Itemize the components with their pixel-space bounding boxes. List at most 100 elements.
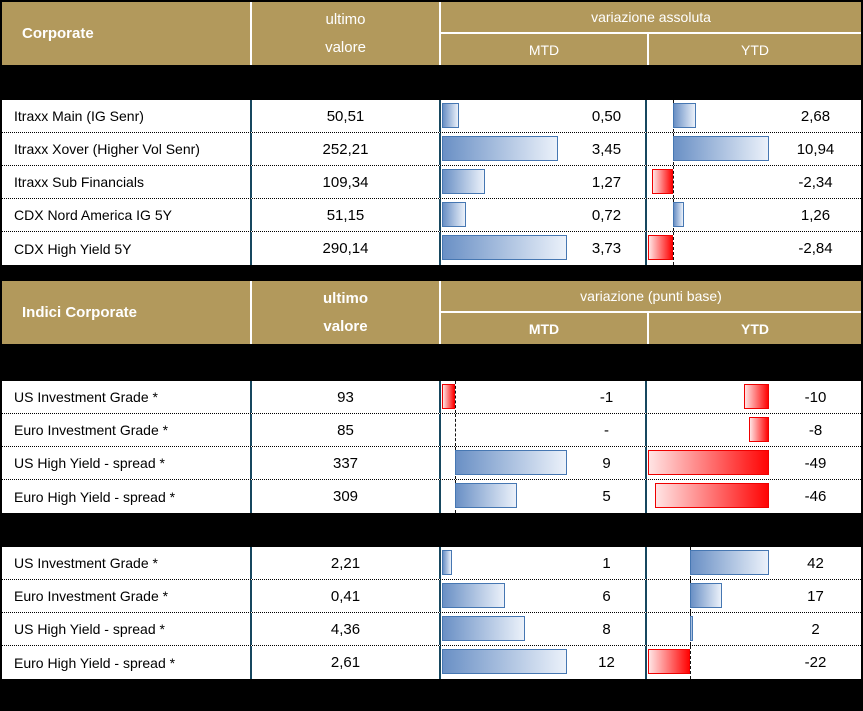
table-row: Euro Investment Grade * 85 - -8 — [2, 414, 861, 447]
table1-title: Corporate — [2, 2, 252, 65]
positive-data-bar — [442, 550, 453, 575]
instrument-label: Euro Investment Grade * — [2, 414, 252, 446]
ytd-value: 2 — [811, 620, 820, 638]
table1-variation-header: variazione assoluta MTD YTD — [441, 2, 861, 65]
table-row: Euro High Yield - spread * 309 5 -46 — [2, 480, 861, 513]
instrument-label: US High Yield - spread * — [2, 613, 252, 645]
mtd-value: 3,45 — [591, 140, 622, 158]
table3-body: US Investment Grade * 2,21 1 42 Euro Investm… — [2, 546, 861, 680]
ytd-value: 1,26 — [800, 206, 831, 224]
last-value: 109,34 — [252, 166, 441, 198]
ytd-value: 42 — [807, 554, 824, 572]
mtd-cell: 9 — [441, 447, 647, 479]
mtd-value: 0,72 — [591, 206, 622, 224]
mtd-cell: 0,72 — [441, 199, 647, 231]
instrument-label: Euro High Yield - spread * — [2, 480, 252, 513]
mtd-value: 5 — [602, 488, 611, 505]
zero-axis-line — [454, 381, 456, 413]
table1-header: Corporate ultimo valore variazione assol… — [2, 2, 861, 65]
valore-label: valore — [323, 318, 368, 335]
ytd-value: 17 — [807, 587, 824, 605]
valore-label: valore — [325, 39, 366, 56]
negative-data-bar — [648, 450, 769, 475]
last-value: 0,41 — [252, 580, 441, 612]
positive-data-bar — [672, 202, 684, 227]
table-row: US Investment Grade * 2,21 1 42 — [2, 547, 861, 580]
instrument-label: Itraxx Xover (Higher Vol Senr) — [2, 133, 252, 165]
negative-data-bar — [648, 649, 690, 674]
negative-data-bar — [652, 169, 673, 194]
mtd-value: 1 — [602, 554, 611, 572]
positive-data-bar — [689, 583, 722, 608]
positive-data-bar — [454, 450, 567, 475]
table2-ultimo-valore-header: ultimo valore — [252, 281, 441, 344]
ultimo-label: ultimo — [323, 290, 368, 307]
table-row: US Investment Grade * 93 -1 -10 — [2, 381, 861, 414]
positive-data-bar — [442, 235, 567, 260]
ytd-value: -2,34 — [798, 173, 833, 191]
positive-data-bar — [672, 136, 769, 161]
mtd-value: -1 — [599, 388, 614, 406]
ultimo-label: ultimo — [325, 11, 366, 28]
ytd-value: 10,94 — [796, 140, 835, 158]
zero-axis-line — [689, 646, 691, 679]
instrument-label: Euro Investment Grade * — [2, 580, 252, 612]
ytd-cell: -46 — [647, 480, 861, 513]
table-row: Itraxx Sub Financials 109,34 1,27 -2,34 — [2, 166, 861, 199]
table-row: CDX High Yield 5Y 290,14 3,73 -2,84 — [2, 232, 861, 265]
table2-variation-header: variazione (punti base) MTD YTD — [441, 281, 861, 344]
ytd-cell: -49 — [647, 447, 861, 479]
positive-data-bar — [442, 616, 526, 641]
last-value: 85 — [252, 414, 441, 446]
positive-data-bar — [442, 103, 459, 128]
ytd-value: -2,84 — [798, 240, 833, 257]
ytd-value: -10 — [804, 388, 827, 406]
mtd-value: 9 — [602, 454, 611, 472]
positive-data-bar — [442, 136, 558, 161]
ytd-cell: -2,34 — [647, 166, 861, 198]
mtd-value: 0,50 — [591, 107, 622, 125]
mtd-value: 12 — [598, 654, 615, 671]
table2-header: Indici Corporate ultimo valore variazion… — [2, 281, 861, 344]
table-row: US High Yield - spread * 4,36 8 2 — [2, 613, 861, 646]
table2-ytd-header: YTD — [741, 320, 769, 337]
ytd-cell: 2 — [647, 613, 861, 645]
negative-data-bar — [648, 235, 673, 260]
table-row: Itraxx Main (IG Senr) 50,51 0,50 2,68 — [2, 100, 861, 133]
table1-mtd-header: MTD — [441, 34, 649, 65]
table1-body: Itraxx Main (IG Senr) 50,51 0,50 2,68 Itraxx… — [2, 99, 861, 266]
table1-variation-label: variazione assoluta — [441, 2, 861, 34]
table-row: Euro High Yield - spread * 2,61 12 -22 — [2, 646, 861, 679]
ytd-cell: -10 — [647, 381, 861, 413]
positive-data-bar — [442, 169, 485, 194]
last-value: 50,51 — [252, 100, 441, 132]
instrument-label: Itraxx Main (IG Senr) — [2, 100, 252, 132]
mtd-cell: 8 — [441, 613, 647, 645]
zero-axis-line — [672, 166, 674, 198]
mtd-cell: 0,50 — [441, 100, 647, 132]
positive-data-bar — [442, 583, 505, 608]
table1-ytd-header: YTD — [741, 41, 769, 58]
negative-data-bar — [442, 384, 455, 409]
mtd-cell: - — [441, 414, 647, 446]
table2-title: Indici Corporate — [2, 281, 252, 344]
mtd-value: 3,73 — [591, 240, 622, 257]
last-value: 2,21 — [252, 547, 441, 579]
mtd-cell: 1,27 — [441, 166, 647, 198]
last-value: 252,21 — [252, 133, 441, 165]
mtd-cell: 12 — [441, 646, 647, 679]
mtd-cell: 3,45 — [441, 133, 647, 165]
last-value: 4,36 — [252, 613, 441, 645]
ytd-cell: -22 — [647, 646, 861, 679]
ytd-value: 2,68 — [800, 107, 831, 125]
ytd-cell: -8 — [647, 414, 861, 446]
table1-ultimo-valore-header: ultimo valore — [252, 2, 441, 65]
last-value: 51,15 — [252, 199, 441, 231]
mtd-value: 1,27 — [591, 173, 622, 191]
instrument-label: US High Yield - spread * — [2, 447, 252, 479]
table-row: CDX Nord America IG 5Y 51,15 0,72 1,26 — [2, 199, 861, 232]
last-value: 309 — [252, 480, 441, 513]
instrument-label: CDX Nord America IG 5Y — [2, 199, 252, 231]
mtd-value: 8 — [602, 620, 611, 638]
ytd-cell: -2,84 — [647, 232, 861, 265]
